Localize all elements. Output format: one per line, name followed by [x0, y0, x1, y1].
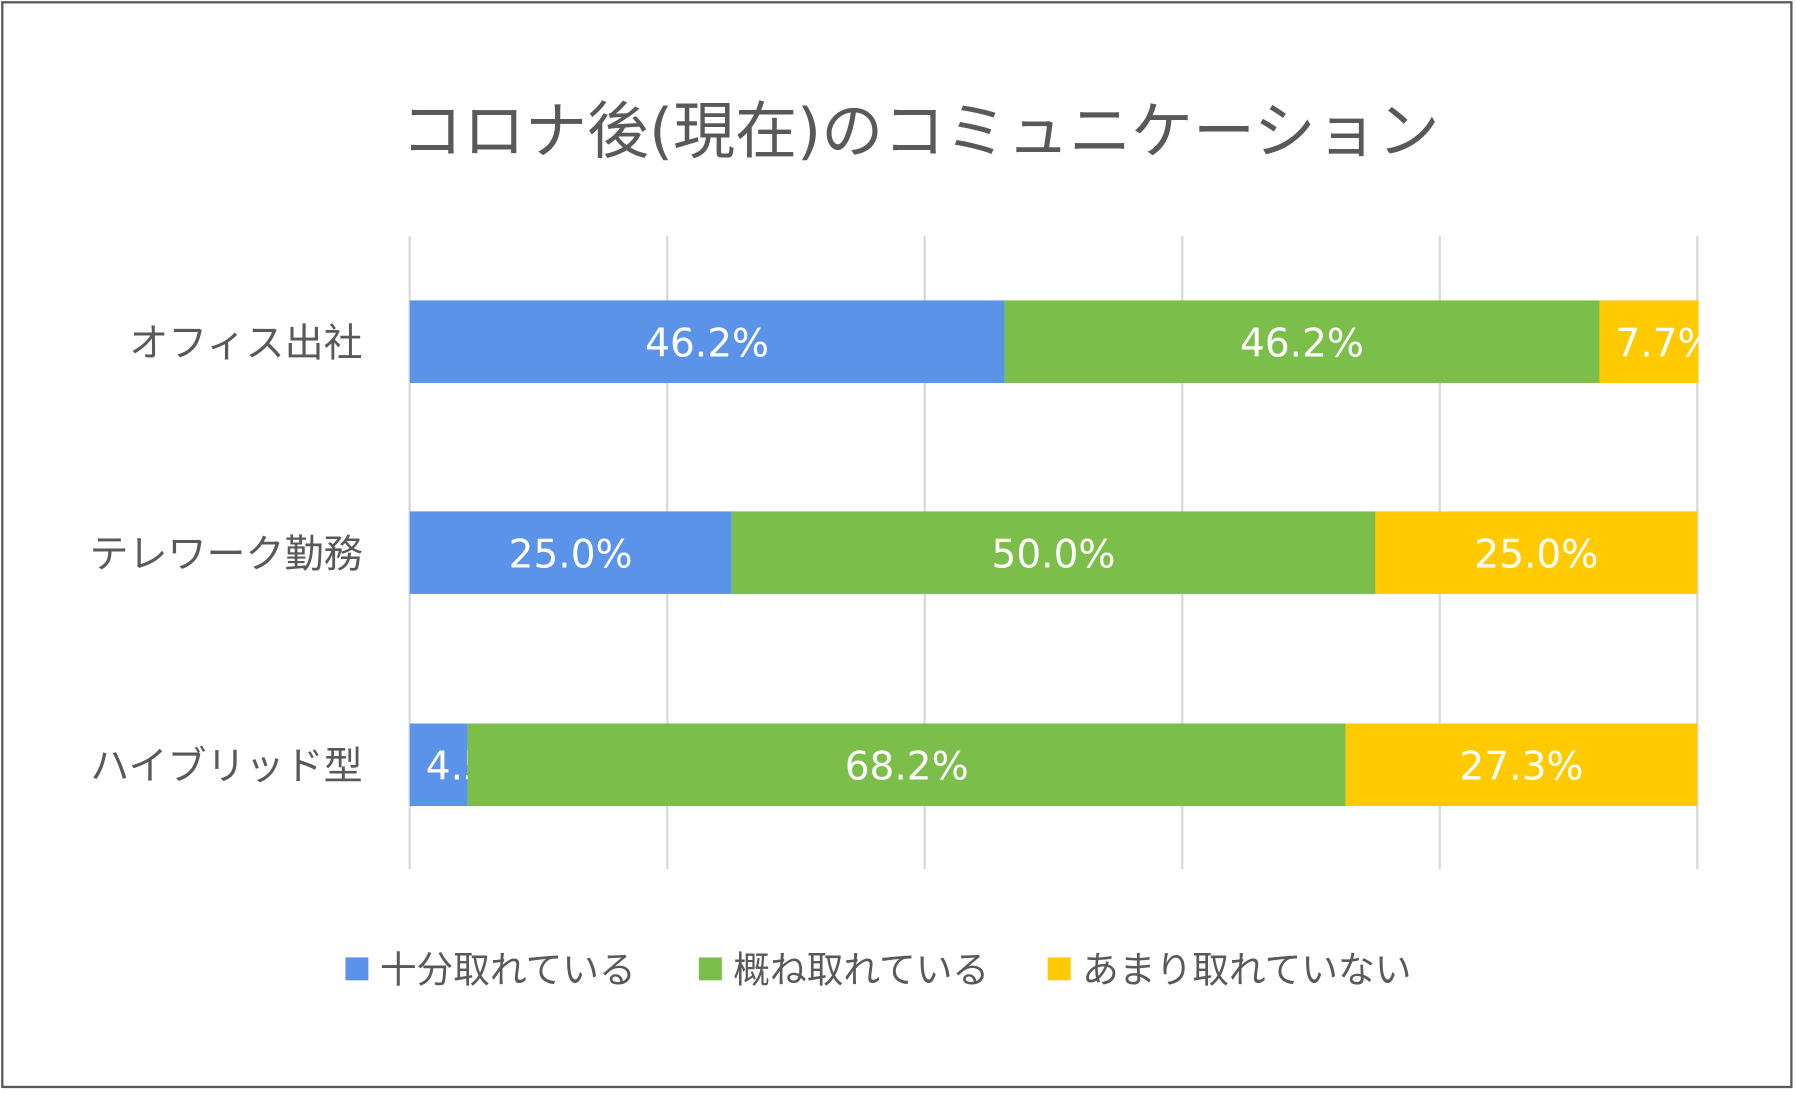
data-label: 68.2%	[845, 745, 969, 790]
data-label: 46.2%	[645, 322, 769, 367]
bar-segment	[409, 723, 468, 807]
bar-segment	[409, 300, 1005, 383]
bar-segment	[1599, 300, 1699, 383]
bar-segment	[731, 511, 1376, 594]
bar-segment	[409, 511, 732, 594]
data-label: 25.0%	[509, 533, 633, 578]
category-label: ハイブリッド型	[90, 745, 362, 790]
legend-label: あまり取れていない	[1082, 949, 1411, 992]
data-label: 27.3%	[1460, 745, 1584, 790]
legend-swatch	[698, 957, 722, 981]
legend-label: 概ね取れている	[733, 949, 989, 992]
bar-segment	[467, 723, 1346, 807]
data-label: 25.0%	[1474, 533, 1598, 578]
legend-swatch	[1047, 957, 1071, 981]
data-label: 50.0%	[992, 533, 1116, 578]
chart-title: コロナ後(現在)のコミュニケーション	[401, 96, 1440, 168]
data-label: 46.2%	[1240, 322, 1364, 367]
bar-segment	[1004, 300, 1600, 383]
category-label: テレワーク勤務	[90, 533, 363, 578]
legend-label: 十分取れている	[380, 949, 636, 992]
bar-segment	[1345, 723, 1698, 807]
bar-segment	[1375, 511, 1698, 594]
category-label: オフィス出社	[129, 322, 362, 367]
data-label: 7.7%	[1616, 322, 1715, 367]
legend-swatch	[345, 957, 369, 981]
